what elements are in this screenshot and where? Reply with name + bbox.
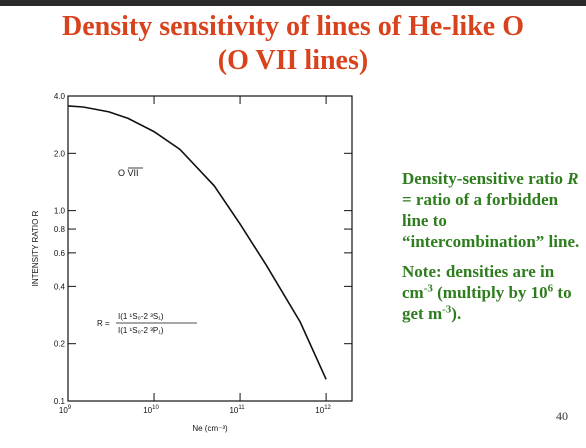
note-ratio-text-b: = ratio of a forbidden line to “intercom…: [402, 190, 580, 251]
note-units: Note: densities are in cm-3 (multiply by…: [402, 261, 582, 324]
top-bar: [0, 0, 586, 6]
y-tick-label-4: 0.8: [54, 225, 66, 234]
title-line-1: Density sensitivity of lines of He-like …: [62, 11, 524, 42]
x-tick-label-3: 1012: [315, 405, 331, 415]
y-tick-label-3: 0.6: [54, 249, 66, 258]
y-tick-label-2: 0.4: [54, 282, 66, 291]
y-tick-label-1: 0.2: [54, 340, 66, 349]
side-notes: Density-sensitive ratio R = ratio of a f…: [402, 168, 582, 333]
formula-numerator: I(1 ¹S₀-2 ³S₁): [118, 312, 164, 321]
note-units-exp-1: -3: [423, 282, 433, 295]
formula-prefix: R =: [97, 319, 110, 328]
y-tick-label-6: 2.0: [54, 149, 66, 158]
slide-title: Density sensitivity of lines of He-like …: [0, 10, 586, 78]
annotation-o-vii: O VII: [118, 168, 139, 178]
note-units-text-b: (multiply by 10: [432, 283, 548, 302]
note-ratio: Density-sensitive ratio R = ratio of a f…: [402, 168, 582, 252]
x-tick-label-1: 1010: [143, 405, 159, 415]
note-ratio-symbol: R: [567, 169, 579, 188]
x-tick-label-2: 1011: [229, 405, 245, 415]
y-axis-label: INTENSITY RATIO R: [31, 210, 40, 286]
ratio-curve: [67, 105, 327, 380]
x-axis-label: Ne (cm⁻³): [192, 424, 228, 433]
plot-frame: [67, 95, 353, 402]
formula-denominator: I(1 ¹S₀-2 ³P₁): [118, 326, 164, 335]
ticks: 0.1 0.2 0.4 0.6 0.8 1.0 2.0 4.0 109 1010 1011 1012: [54, 92, 352, 415]
y-tick-label-0: 0.1: [54, 397, 66, 406]
note-ratio-text-a: Density-sensitive ratio: [402, 169, 568, 188]
y-tick-label-7: 4.0: [54, 92, 66, 101]
title-line-2: (O VII lines): [217, 45, 369, 76]
y-tick-label-5: 1.0: [54, 207, 66, 216]
note-units-exp-3: -3: [442, 303, 452, 316]
x-tick-label-0: 109: [59, 405, 72, 415]
note-units-text-a: Note: densities are in cm: [402, 262, 555, 302]
note-units-exp-2: 6: [547, 282, 554, 295]
page-number: 40: [556, 409, 568, 423]
note-units-text-c: to get m: [402, 283, 572, 323]
note-units-text-d: ).: [451, 304, 462, 323]
